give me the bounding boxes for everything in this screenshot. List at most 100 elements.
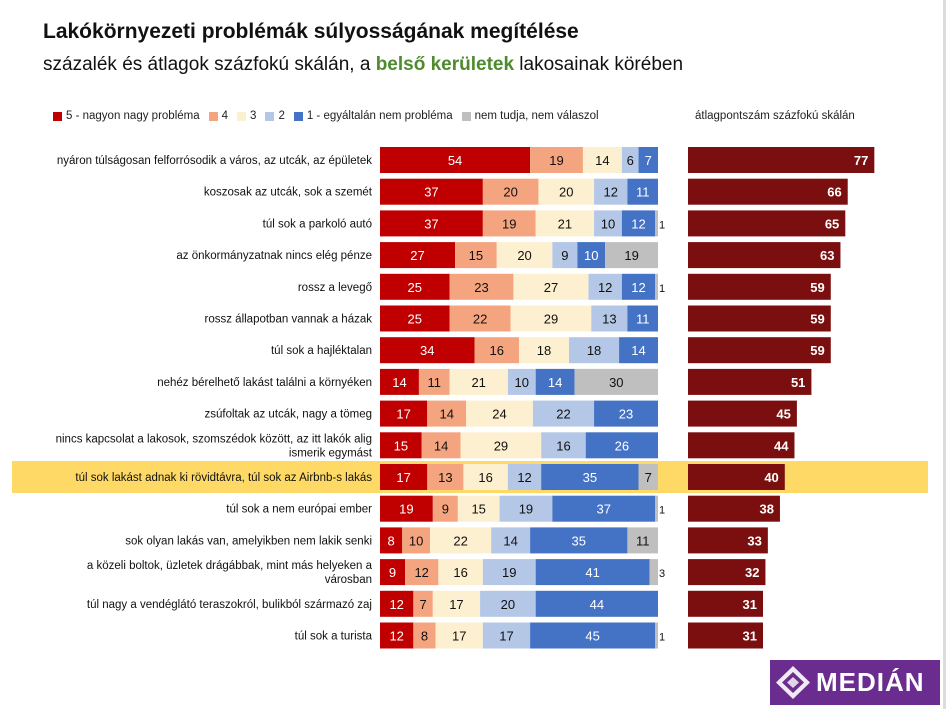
data-label: 30 xyxy=(609,375,623,390)
data-label: 26 xyxy=(615,438,629,453)
bar-segment xyxy=(541,464,639,490)
category-label: az önkormányzatnak nincs elég pénze xyxy=(176,250,372,262)
average-label: 40 xyxy=(764,470,778,485)
average-bar xyxy=(688,305,831,332)
category-label-line: városban xyxy=(325,574,372,586)
bar-segment xyxy=(482,559,536,586)
bar-segment xyxy=(510,305,592,332)
bar-segment xyxy=(380,178,483,205)
data-label: 15 xyxy=(471,502,485,517)
bar-segment xyxy=(499,495,553,522)
data-label: 16 xyxy=(453,565,467,580)
bar-segment xyxy=(380,242,456,269)
average-label: 32 xyxy=(745,565,759,580)
bar-segment xyxy=(449,368,508,395)
data-label: 35 xyxy=(583,470,597,485)
data-label: 29 xyxy=(544,312,558,327)
bar-segment xyxy=(380,432,422,459)
data-label: 11 xyxy=(636,533,650,548)
data-label: 14 xyxy=(548,375,562,390)
legend-label: nem tudja, nem válaszol xyxy=(474,110,599,122)
data-label: 7 xyxy=(645,153,652,168)
bar-segment xyxy=(605,242,658,269)
bar-segment xyxy=(655,273,658,300)
legend-item-5: nem tudja, nem válaszol xyxy=(461,110,599,122)
data-label: 37 xyxy=(424,216,438,231)
bar-segment xyxy=(588,273,622,300)
data-label: 35 xyxy=(572,533,586,548)
data-label: 1 xyxy=(659,632,665,644)
data-label: 22 xyxy=(453,533,467,548)
average-label: 45 xyxy=(776,407,790,422)
category-label: túl sok a hajléktalan xyxy=(271,345,372,357)
bar-segment xyxy=(638,464,658,490)
data-label: 19 xyxy=(624,248,638,263)
bar-segment xyxy=(594,178,628,205)
bar-segment xyxy=(457,495,500,522)
category-label: zsúfoltak az utcák, nagy a tömeg xyxy=(205,409,372,421)
bar-segment xyxy=(569,337,620,364)
bar-segment xyxy=(432,495,458,522)
bar-segment xyxy=(380,527,403,554)
legend-swatch xyxy=(208,111,218,121)
data-label: 11 xyxy=(636,185,650,200)
bar-segment xyxy=(480,590,536,617)
bar-segment xyxy=(619,337,658,364)
data-label: 19 xyxy=(549,153,563,168)
average-label: 59 xyxy=(810,312,824,327)
data-label: 41 xyxy=(585,565,599,580)
bar-segment xyxy=(530,527,628,554)
data-label: 23 xyxy=(619,407,633,422)
bar-segment xyxy=(552,242,578,269)
chart-subtitle: százalék és átlagok százfokú skálán, a b… xyxy=(43,54,683,76)
category-label: túl sok a nem európai ember xyxy=(226,504,372,516)
category-label: a közeli boltok, üzletek drágábbak, mint… xyxy=(87,560,373,586)
bar-segment xyxy=(466,400,533,427)
data-label: 20 xyxy=(559,185,573,200)
average-label: 44 xyxy=(774,438,789,453)
category-label: rossz állapotban vannak a házak xyxy=(205,314,373,326)
data-label: 19 xyxy=(502,565,516,580)
data-label: 17 xyxy=(396,407,410,422)
bar-segment xyxy=(507,464,542,490)
data-label: 45 xyxy=(585,629,599,644)
data-label: 3 xyxy=(659,568,665,580)
data-label: 16 xyxy=(556,438,570,453)
bar-segment xyxy=(627,305,658,332)
data-label: 9 xyxy=(389,565,396,580)
average-label: 59 xyxy=(810,280,824,295)
average-bar xyxy=(688,464,785,490)
data-label: 11 xyxy=(427,375,441,390)
bar-segment xyxy=(380,622,414,649)
legend-label: 1 - egyáltalán nem probléma xyxy=(306,110,453,122)
data-label: 12 xyxy=(604,185,618,200)
data-label: 12 xyxy=(517,470,531,485)
data-label: 27 xyxy=(410,248,424,263)
subtitle-post: lakosainak körében xyxy=(514,54,684,75)
bar-segment xyxy=(594,210,622,237)
bar-segment xyxy=(655,622,658,649)
bar-segment xyxy=(655,210,658,237)
category-label: nehéz bérelhető lakást találni a környék… xyxy=(157,377,372,389)
bar-segment xyxy=(482,178,539,205)
average-bar xyxy=(688,178,848,205)
legend-label: 4 xyxy=(221,110,229,122)
data-label: 9 xyxy=(561,248,568,263)
data-label: 14 xyxy=(595,153,609,168)
legend-item-2: 3 xyxy=(237,110,256,122)
data-label: 6 xyxy=(627,153,634,168)
data-label: 27 xyxy=(544,280,558,295)
bar-segment xyxy=(427,464,464,490)
bar-segment xyxy=(638,147,658,173)
data-label: 11 xyxy=(636,312,650,327)
data-label: 14 xyxy=(434,438,448,453)
data-label: 22 xyxy=(556,407,570,422)
average-label: 31 xyxy=(743,629,757,644)
category-label: nyáron túlságosan felforrósodik a város,… xyxy=(57,155,372,167)
data-label: 23 xyxy=(474,280,488,295)
bar-segment xyxy=(535,210,595,237)
bar-segment xyxy=(435,622,483,649)
average-bar xyxy=(688,273,831,300)
